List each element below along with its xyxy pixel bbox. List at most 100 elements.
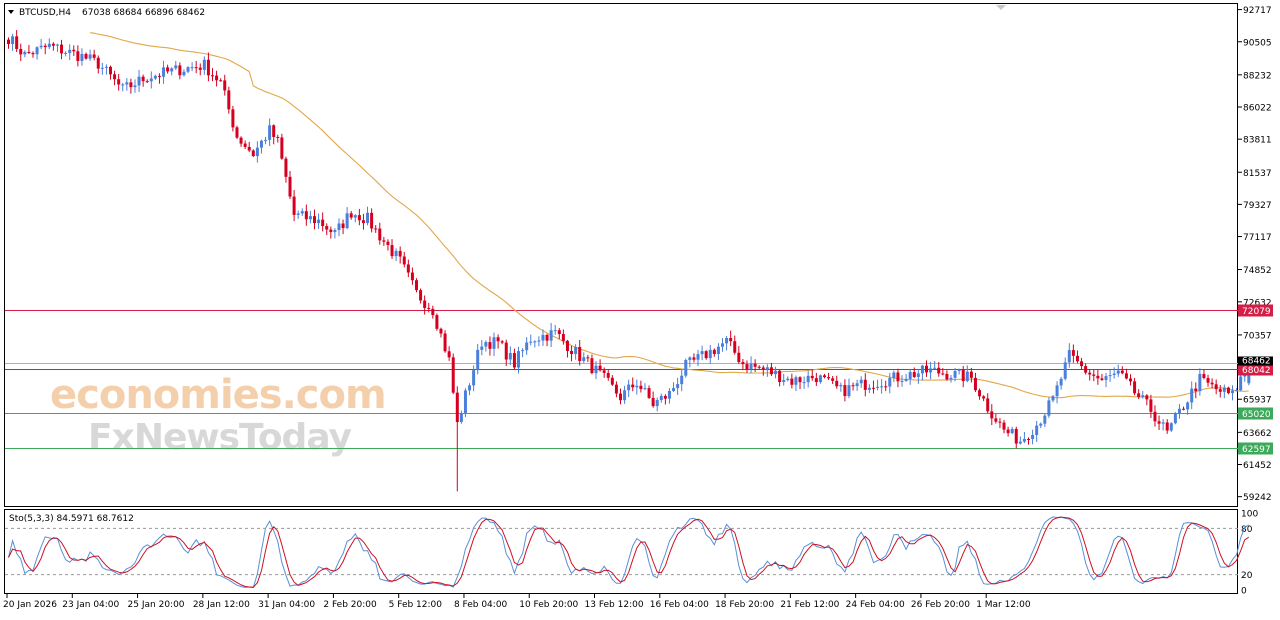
candle-body	[223, 80, 227, 91]
candle-body	[757, 366, 761, 368]
time-tick-label: 5 Feb 12:00	[389, 600, 443, 610]
candle-body	[361, 220, 365, 224]
candle-body	[721, 343, 724, 347]
candle-body	[325, 226, 329, 230]
candle-body	[1194, 388, 1198, 392]
candle-body	[521, 350, 525, 352]
candle-body	[692, 357, 696, 360]
candle-body	[60, 44, 64, 54]
candle-body	[296, 213, 300, 215]
candle-body	[194, 67, 198, 69]
candle-body	[1088, 372, 1092, 375]
candle-body	[259, 140, 263, 148]
candle-body	[884, 386, 888, 388]
candle-body	[1039, 423, 1043, 426]
price-tick-label: 61452	[1243, 461, 1272, 471]
candle-body	[1104, 376, 1108, 380]
candle-body	[1222, 387, 1226, 392]
candle-body	[908, 372, 912, 379]
candle-body	[582, 357, 586, 361]
candle-body	[606, 372, 610, 378]
candle-body	[700, 351, 704, 355]
candle-body	[525, 342, 529, 351]
candle-body	[280, 137, 284, 159]
candle-body	[920, 365, 924, 374]
candle-body	[774, 370, 778, 375]
candle-body	[488, 342, 492, 349]
candle-body	[643, 388, 647, 390]
candle-body	[672, 388, 676, 392]
candle-body	[84, 53, 88, 59]
candle-body	[288, 176, 292, 197]
candle-body	[1055, 385, 1059, 397]
candle-body	[1149, 399, 1153, 412]
time-tick-label: 24 Feb 04:00	[846, 600, 905, 610]
triangle-down-icon[interactable]	[8, 10, 14, 14]
candle-body	[423, 300, 427, 308]
candle-body	[374, 228, 378, 230]
candle-body	[11, 36, 15, 45]
candle-body	[100, 67, 104, 69]
candle-body	[978, 390, 982, 397]
candle-body	[823, 375, 826, 378]
candle-body	[341, 223, 345, 229]
price-tick-label: 79327	[1243, 201, 1272, 211]
candle-body	[23, 51, 27, 55]
candle-body	[125, 82, 129, 85]
candle-body	[1129, 378, 1132, 382]
candle-body	[72, 49, 76, 52]
candle-body	[1031, 434, 1035, 440]
candle-body	[292, 196, 296, 215]
candle-body	[7, 39, 10, 45]
resistance-level-label: 72079	[1242, 307, 1271, 317]
candle-body	[1080, 361, 1084, 367]
candle-body	[439, 328, 443, 334]
candle-body	[896, 372, 900, 382]
candle-body	[806, 375, 810, 383]
candle-body	[549, 330, 553, 341]
candle-body	[390, 245, 394, 257]
candle-body	[1198, 373, 1202, 392]
candle-body	[855, 383, 859, 387]
candle-body	[415, 280, 418, 291]
candle-body	[329, 229, 333, 233]
candle-body	[765, 367, 769, 370]
candle-body	[712, 349, 716, 354]
candle-body	[839, 385, 843, 387]
candle-body	[818, 375, 822, 383]
candle-body	[716, 346, 720, 354]
candle-body	[994, 418, 998, 422]
candle-body	[1141, 395, 1145, 398]
candle-body	[598, 365, 602, 371]
candle-body	[651, 397, 655, 407]
candle-body	[121, 84, 125, 86]
candle-body	[545, 334, 549, 341]
candle-body	[492, 337, 496, 349]
candle-body	[451, 357, 455, 393]
candle-body	[696, 354, 700, 360]
candle-body	[610, 377, 614, 385]
candle-body	[835, 380, 839, 387]
watermark-economies: economies.com	[50, 372, 386, 418]
candle-body	[174, 65, 178, 69]
candle-body	[586, 357, 590, 359]
price-tick-label: 72632	[1243, 298, 1272, 308]
shift-marker-icon[interactable]	[996, 5, 1006, 10]
candle-body	[1075, 355, 1079, 362]
price-tick-label: 63662	[1243, 429, 1272, 439]
candle-body	[455, 392, 459, 423]
candle-body	[386, 241, 390, 246]
candle-body	[137, 76, 141, 86]
candle-body	[435, 315, 439, 329]
price-tick-label: 90505	[1243, 38, 1272, 48]
support-level-label: 62597	[1242, 445, 1271, 455]
candle-body	[1071, 350, 1075, 356]
resistance-level-label: 68042	[1242, 366, 1271, 376]
candle-body	[761, 367, 765, 370]
candle-body	[247, 146, 251, 151]
candle-body	[888, 378, 892, 387]
candle-body	[1165, 422, 1169, 431]
candle-body	[353, 215, 357, 218]
